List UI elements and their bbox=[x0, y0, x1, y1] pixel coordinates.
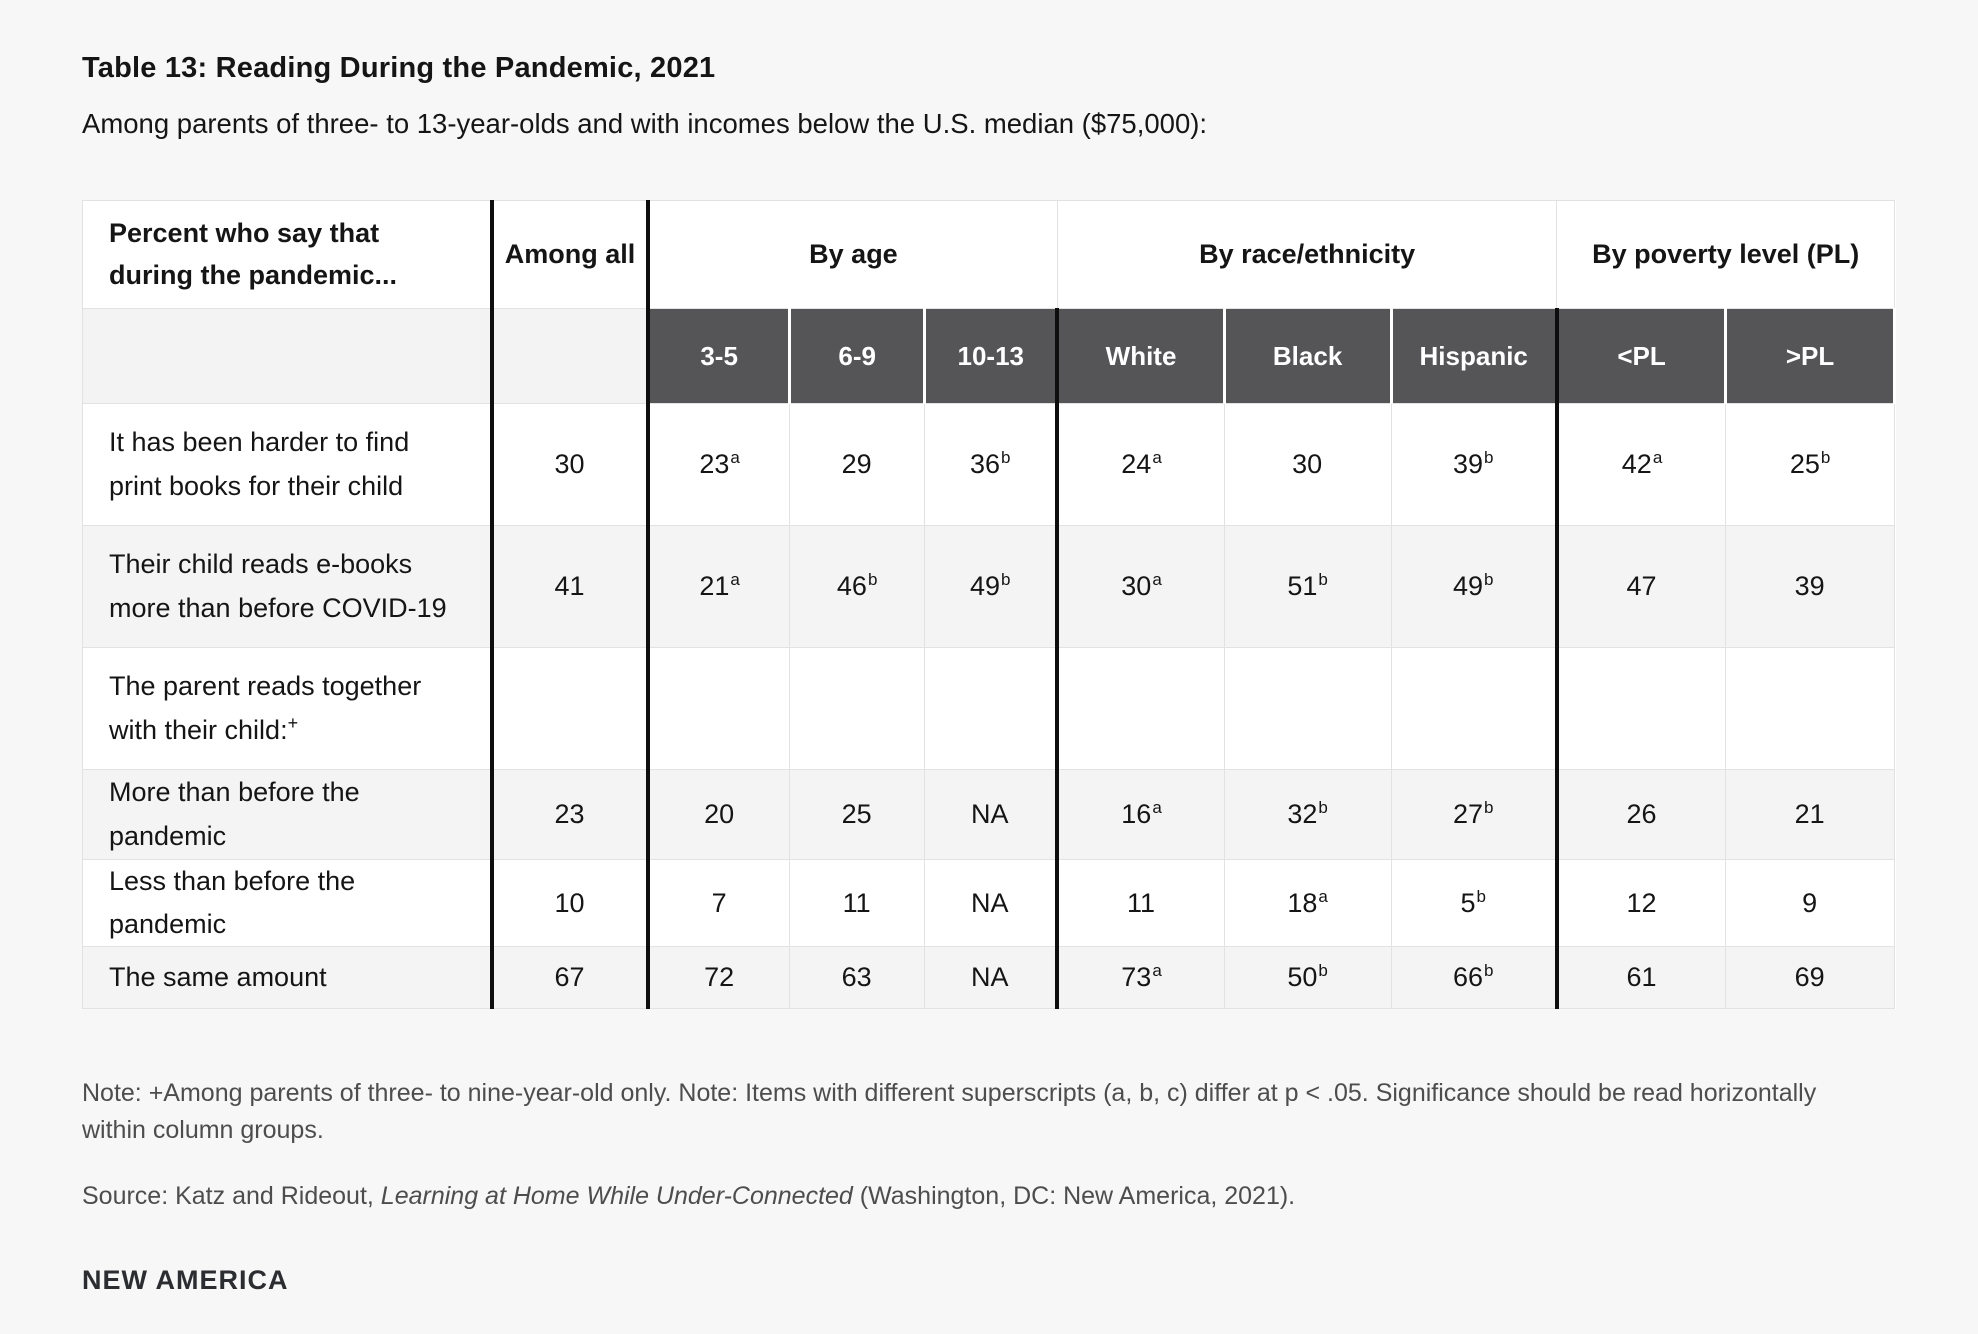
group-header-by-race: By race/ethnicity bbox=[1056, 200, 1558, 309]
value-cell: 24a bbox=[1055, 403, 1225, 526]
subheader-age-6-9: 6-9 bbox=[788, 308, 927, 404]
value-cell: 41 bbox=[490, 525, 649, 648]
value-cell bbox=[490, 647, 649, 770]
page-subtitle: Among parents of three- to 13-year-olds … bbox=[82, 108, 1208, 139]
data-table: Percent who say that during the pandemic… bbox=[82, 200, 1896, 1010]
value-cell: 42a bbox=[1554, 403, 1727, 526]
value-cell: 20 bbox=[645, 769, 791, 860]
value-cell: 30a bbox=[1055, 525, 1225, 648]
value-cell: 47 bbox=[1554, 525, 1727, 648]
source-text: Source: Katz and Rideout, Learning at Ho… bbox=[82, 1182, 1896, 1211]
value-cell: 25 bbox=[789, 769, 926, 860]
value-cell: 29 bbox=[789, 403, 926, 526]
value-cell: 30 bbox=[1223, 403, 1392, 526]
value-cell bbox=[1725, 647, 1895, 770]
value-cell: 11 bbox=[789, 858, 926, 948]
value-cell: 63 bbox=[789, 946, 926, 1010]
content-area: Table 13: Reading During the Pandemic, 2… bbox=[82, 52, 1896, 1295]
subheader-age-3-5: 3-5 bbox=[645, 308, 792, 404]
value-cell: 49b bbox=[1390, 525, 1558, 648]
table-row: The parent reads together with their chi… bbox=[82, 647, 1895, 770]
value-cell: 21 bbox=[1725, 769, 1895, 860]
subheader-race-white: White bbox=[1055, 308, 1226, 404]
row-label-cell: Their child reads e-books more than befo… bbox=[82, 525, 493, 648]
subheader-above-pl: >PL bbox=[1724, 308, 1896, 404]
source-prefix: Source: Katz and Rideout, bbox=[82, 1181, 381, 1210]
value-cell: 39 bbox=[1725, 525, 1895, 648]
value-cell: 51b bbox=[1223, 525, 1392, 648]
among-all-header-cell: Among all bbox=[490, 200, 649, 309]
subheader-row: 3-5 6-9 10-13 White Black Hispanic <PL >… bbox=[82, 308, 1896, 404]
value-cell: NA bbox=[924, 858, 1058, 948]
group-header-by-poverty: By poverty level (PL) bbox=[1556, 200, 1895, 309]
row-label-cell: The same amount bbox=[82, 946, 493, 1010]
value-cell: 10 bbox=[490, 858, 649, 948]
value-cell: 50b bbox=[1223, 946, 1392, 1010]
group-header-by-age: By age bbox=[645, 200, 1058, 309]
value-cell: 21a bbox=[645, 525, 791, 648]
value-cell: 69 bbox=[1725, 946, 1895, 1010]
table-row: More than before the pandemic 23 20 25 N… bbox=[82, 769, 1895, 860]
value-cell: 73a bbox=[1055, 946, 1225, 1010]
value-cell: 46b bbox=[789, 525, 926, 648]
value-cell bbox=[1055, 647, 1225, 770]
subheader-below-pl: <PL bbox=[1554, 308, 1728, 404]
value-cell: 61 bbox=[1554, 946, 1727, 1010]
value-cell: 9 bbox=[1725, 858, 1895, 948]
value-cell: 67 bbox=[490, 946, 649, 1010]
value-cell: 11 bbox=[1055, 858, 1225, 948]
value-cell: 27b bbox=[1390, 769, 1558, 860]
note-text: Note: +Among parents of three- to nine-y… bbox=[82, 1079, 1817, 1144]
subheader-age-10-13: 10-13 bbox=[923, 308, 1059, 404]
value-cell: 32b bbox=[1223, 769, 1392, 860]
table-row: It has been harder to find print books f… bbox=[82, 403, 1895, 526]
group-header-row: Percent who say that during the pandemic… bbox=[82, 200, 1895, 309]
new-america-logo: NEW AMERICA bbox=[82, 1264, 289, 1295]
value-cell bbox=[1223, 647, 1392, 770]
value-cell: 12 bbox=[1554, 858, 1727, 948]
row-label-cell: More than before the pandemic bbox=[82, 769, 493, 860]
value-cell bbox=[645, 647, 791, 770]
row-label-cell: It has been harder to find print books f… bbox=[82, 403, 493, 526]
value-cell bbox=[924, 647, 1058, 770]
value-cell: 16a bbox=[1055, 769, 1225, 860]
subheader-race-hispanic: Hispanic bbox=[1389, 308, 1559, 404]
value-cell: 5b bbox=[1390, 858, 1558, 948]
subheader-race-black: Black bbox=[1222, 308, 1393, 404]
value-cell: 7 bbox=[645, 858, 791, 948]
value-cell: NA bbox=[924, 769, 1058, 860]
page-title: Table 13: Reading During the Pandemic, 2… bbox=[82, 52, 716, 84]
value-cell: 18a bbox=[1223, 858, 1392, 948]
value-cell bbox=[789, 647, 926, 770]
value-cell: 39b bbox=[1390, 403, 1558, 526]
table-row: Less than before the pandemic 10 7 11 NA… bbox=[82, 858, 1895, 948]
value-cell: 36b bbox=[924, 403, 1058, 526]
table-row: The same amount 67 72 63 NA 73a 50b 66b … bbox=[82, 946, 1895, 1010]
value-cell bbox=[1554, 647, 1727, 770]
value-cell: 30 bbox=[490, 403, 649, 526]
value-cell: 23a bbox=[645, 403, 791, 526]
corner-header-cell: Percent who say that during the pandemic… bbox=[82, 200, 493, 309]
table-row: Their child reads e-books more than befo… bbox=[82, 525, 1895, 648]
value-cell: 72 bbox=[645, 946, 791, 1010]
value-cell: 49b bbox=[924, 525, 1058, 648]
row-label-cell: The parent reads together with their chi… bbox=[82, 647, 493, 770]
row-label-cell: Less than before the pandemic bbox=[82, 858, 493, 948]
subheader-empty-cell bbox=[82, 308, 493, 404]
value-cell bbox=[1390, 647, 1558, 770]
value-cell: 26 bbox=[1554, 769, 1727, 860]
source-work-title: Learning at Home While Under-Connected bbox=[380, 1181, 853, 1210]
subheader-empty-cell bbox=[490, 308, 649, 404]
value-cell: 23 bbox=[490, 769, 649, 860]
value-cell: 25b bbox=[1725, 403, 1895, 526]
source-suffix: (Washington, DC: New America, 2021). bbox=[852, 1181, 1296, 1210]
value-cell: NA bbox=[924, 946, 1058, 1010]
value-cell: 66b bbox=[1390, 946, 1558, 1010]
